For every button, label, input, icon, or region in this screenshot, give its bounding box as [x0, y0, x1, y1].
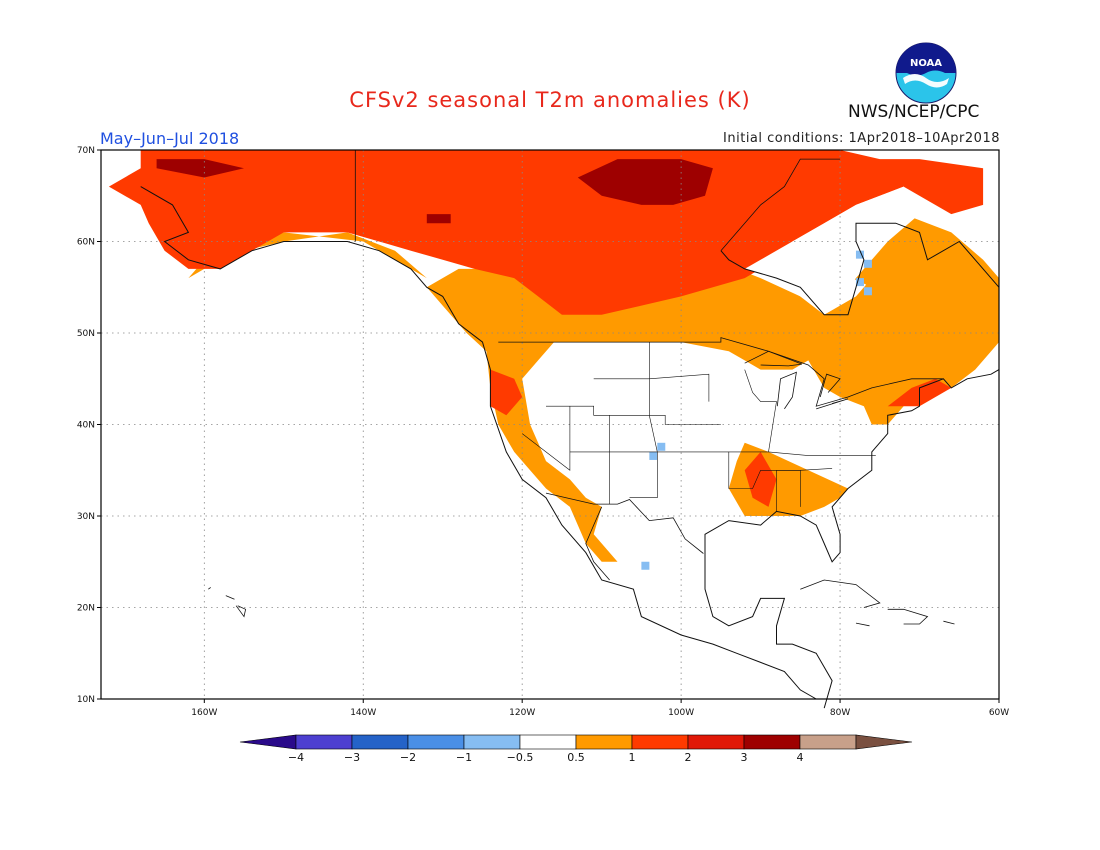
x-axis-ticks: 160W 140W 120W 100W 80W 60W — [191, 699, 1009, 718]
colorbar-label-2: −2 — [400, 751, 416, 764]
colorbar: −4 −3 −2 −1 −0.5 0.5 1 2 3 4 — [239, 734, 913, 764]
noaa-logo-text: NOAA — [910, 58, 942, 69]
anomaly-area-2-3-alaska — [156, 159, 244, 178]
colorbar-label-5: 0.5 — [567, 751, 585, 764]
agency-label: NWS/NCEP/CPC — [848, 102, 980, 122]
colorbar-label-1: −3 — [344, 751, 360, 764]
colorbar-swatch-5 — [575, 734, 633, 750]
hawaii-maui-oahu — [225, 595, 235, 600]
state-lines-c — [629, 342, 658, 499]
colorbar-arrow-high — [855, 734, 913, 750]
x-tick-label-0: 160W — [191, 708, 217, 718]
border-us-mexico — [545, 492, 704, 554]
y-tick-label-0: 70N — [77, 146, 95, 156]
period-label: May–Jun–Jul 2018 — [100, 129, 240, 148]
colorbar-swatch-7 — [687, 734, 745, 750]
anomaly-cell-negative-1 — [863, 259, 872, 268]
colorbar-swatch-6 — [631, 734, 689, 750]
anomaly-area-2-3-yukon — [426, 214, 451, 224]
x-tick-label-1: 140W — [350, 708, 376, 718]
colorbar-label-3: −1 — [456, 751, 472, 764]
noaa-logo: NOAA — [895, 42, 957, 104]
colorbar-label-0: −4 — [288, 751, 304, 764]
hawaii-big-island — [235, 605, 247, 618]
x-tick-label-2: 120W — [509, 708, 535, 718]
state-lines-b — [569, 451, 876, 456]
anomaly-area-1-2-mississippi — [744, 451, 777, 507]
map-grid — [101, 150, 999, 699]
anomaly-cell-negative-3 — [863, 287, 872, 296]
anomaly-cell-negative-0 — [855, 250, 864, 259]
y-tick-label-1: 60N — [77, 238, 95, 248]
colorbar-swatch-3 — [463, 734, 521, 750]
anomaly-fills — [108, 150, 999, 570]
colorbar-label-7: 2 — [685, 751, 692, 764]
x-tick-label-4: 80W — [830, 708, 850, 718]
colorbar-swatch-1 — [351, 734, 409, 750]
colorbar-swatch-9 — [799, 734, 857, 750]
anomaly-cell-negative-4 — [649, 451, 658, 460]
colorbar-swatch-8 — [743, 734, 801, 750]
anomaly-area-1-2-north — [108, 150, 984, 315]
coastline-hudson-bay — [720, 222, 1000, 316]
lake-michigan — [776, 371, 797, 410]
lake-superior — [744, 350, 803, 367]
anomaly-area-2-3-nunavut — [577, 159, 713, 205]
state-lines-h — [776, 469, 801, 512]
y-tick-label-3: 40N — [77, 421, 95, 431]
colorbar-swatch-0 — [295, 734, 353, 750]
colorbar-label-9: 4 — [797, 751, 804, 764]
initial-conditions-label: Initial conditions: 1Apr2018–10Apr2018 — [723, 131, 1000, 146]
y-tick-label-5: 20N — [77, 604, 95, 614]
coastline-gulf-of-california — [585, 506, 610, 581]
anomaly-area-1-2-oregon — [490, 369, 523, 416]
anomaly-cell-negative-2 — [855, 278, 864, 287]
lake-erie — [816, 398, 849, 410]
state-lines-d — [593, 373, 710, 402]
cuba — [800, 579, 881, 608]
hispaniola — [887, 608, 929, 625]
border-us-canada — [498, 337, 944, 407]
map-title: CFSv2 seasonal T2m anomalies (K) — [349, 88, 751, 112]
coastline-atlantic — [704, 369, 1000, 709]
colorbar-arrow-low — [239, 734, 297, 750]
jamaica — [855, 622, 870, 627]
x-tick-label-3: 100W — [668, 708, 694, 718]
coastline-hudson-west — [720, 158, 841, 251]
coastline-pacific — [140, 186, 817, 700]
state-lines-i — [744, 369, 777, 452]
anomaly-cell-negative-6 — [641, 561, 650, 570]
y-axis-ticks: 70N 60N 50N 40N 30N 20N 10N — [77, 146, 101, 705]
state-lines-f — [522, 406, 571, 471]
colorbar-label-8: 3 — [741, 751, 748, 764]
coastlines — [140, 150, 1000, 709]
puerto-rico — [943, 620, 955, 625]
y-tick-label-6: 10N — [77, 695, 95, 705]
lake-huron — [819, 373, 841, 398]
colorbar-swatch-4 — [519, 734, 577, 750]
hawaii-kauai — [208, 587, 211, 590]
anomaly-cell-negative-5 — [657, 442, 666, 451]
y-tick-label-2: 50N — [77, 329, 95, 339]
state-lines-a — [546, 405, 721, 425]
y-tick-label-4: 30N — [77, 512, 95, 522]
colorbar-label-4: −0.5 — [507, 751, 534, 764]
anomaly-area-0.5-1-west — [426, 250, 999, 562]
x-tick-label-5: 60W — [989, 708, 1009, 718]
colorbar-swatch-2 — [407, 734, 465, 750]
colorbar-label-6: 1 — [629, 751, 636, 764]
